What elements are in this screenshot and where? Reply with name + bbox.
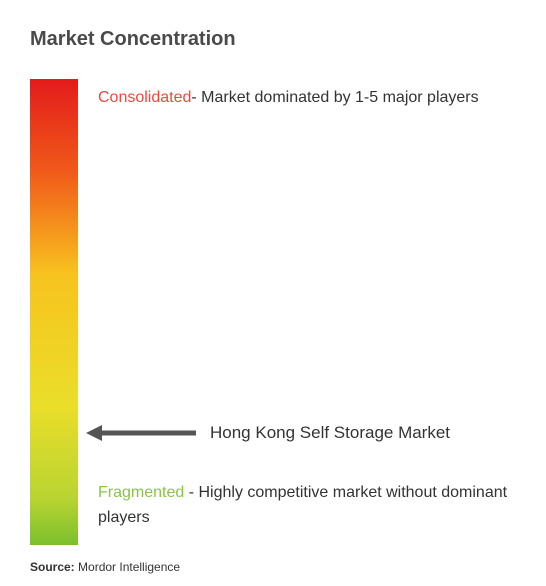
consolidated-rest: - Market dominated by 1-5 major players bbox=[191, 89, 478, 106]
labels-area: Consolidated- Market dominated by 1-5 ma… bbox=[98, 79, 520, 545]
market-marker-label: Hong Kong Self Storage Market bbox=[210, 423, 450, 443]
chart-title: Market Concentration bbox=[30, 28, 520, 51]
source-label: Source: bbox=[30, 560, 75, 574]
concentration-gradient-bar bbox=[30, 79, 78, 545]
chart-content: Consolidated- Market dominated by 1-5 ma… bbox=[30, 79, 520, 545]
source-value: Mordor Intelligence bbox=[75, 560, 180, 574]
fragmented-word: Fragmented bbox=[98, 484, 184, 501]
market-marker: Hong Kong Self Storage Market bbox=[86, 423, 450, 443]
consolidated-label: Consolidated- Market dominated by 1-5 ma… bbox=[98, 85, 479, 111]
arrow-left-icon bbox=[86, 423, 196, 443]
fragmented-label: Fragmented - Highly competitive market w… bbox=[98, 480, 520, 531]
source-attribution: Source: Mordor Intelligence bbox=[30, 560, 180, 574]
consolidated-word: Consolidated bbox=[98, 89, 191, 106]
